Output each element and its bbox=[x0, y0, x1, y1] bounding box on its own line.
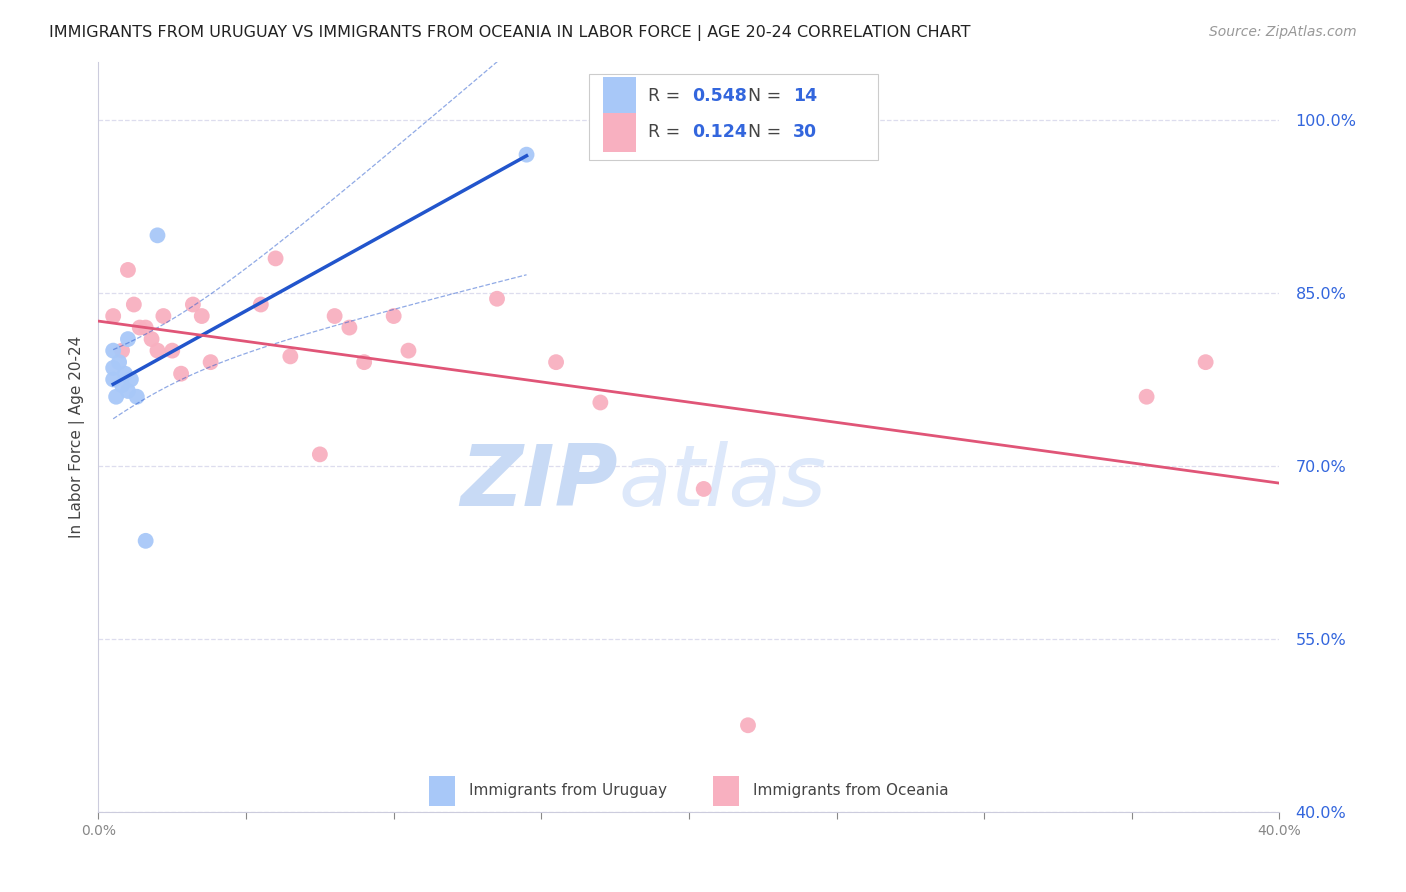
Point bbox=[135, 320, 157, 334]
Text: atlas: atlas bbox=[619, 441, 827, 524]
Text: Immigrants from Oceania: Immigrants from Oceania bbox=[752, 783, 948, 798]
Point bbox=[516, 147, 538, 161]
Point bbox=[103, 360, 125, 375]
Point bbox=[264, 252, 287, 266]
Point bbox=[250, 297, 273, 311]
Bar bbox=[603, 77, 636, 116]
Point bbox=[398, 343, 420, 358]
Text: 14: 14 bbox=[793, 87, 817, 105]
Y-axis label: In Labor Force | Age 20-24: In Labor Force | Age 20-24 bbox=[69, 336, 84, 538]
Point bbox=[103, 309, 125, 323]
Text: Immigrants from Uruguay: Immigrants from Uruguay bbox=[470, 783, 668, 798]
Bar bbox=[713, 776, 738, 805]
Point bbox=[693, 482, 716, 496]
Point bbox=[103, 372, 125, 386]
Point bbox=[120, 372, 142, 386]
Point bbox=[146, 228, 169, 243]
Point bbox=[191, 309, 214, 323]
Point bbox=[382, 309, 405, 323]
Point bbox=[152, 309, 174, 323]
Point bbox=[108, 355, 131, 369]
Text: 0.548: 0.548 bbox=[693, 87, 748, 105]
Bar bbox=[429, 776, 456, 805]
Point bbox=[122, 297, 145, 311]
FancyBboxPatch shape bbox=[589, 74, 877, 160]
Point bbox=[117, 384, 139, 398]
Text: R =: R = bbox=[648, 123, 685, 141]
Text: IMMIGRANTS FROM URUGUAY VS IMMIGRANTS FROM OCEANIA IN LABOR FORCE | AGE 20-24 CO: IMMIGRANTS FROM URUGUAY VS IMMIGRANTS FR… bbox=[49, 25, 970, 41]
Point bbox=[146, 343, 169, 358]
Point bbox=[111, 378, 134, 392]
Point bbox=[128, 320, 150, 334]
Text: 0.124: 0.124 bbox=[693, 123, 748, 141]
Text: R =: R = bbox=[648, 87, 685, 105]
Point bbox=[141, 332, 163, 346]
Text: 30: 30 bbox=[793, 123, 817, 141]
Bar bbox=[603, 112, 636, 152]
Point bbox=[280, 350, 302, 364]
Point bbox=[737, 718, 759, 732]
Point bbox=[111, 343, 134, 358]
Point bbox=[339, 320, 361, 334]
Point bbox=[200, 355, 222, 369]
Text: N =: N = bbox=[748, 123, 787, 141]
Point bbox=[117, 332, 139, 346]
Point bbox=[117, 263, 139, 277]
Point bbox=[1195, 355, 1218, 369]
Text: N =: N = bbox=[748, 87, 787, 105]
Point bbox=[135, 533, 157, 548]
Text: ZIP: ZIP bbox=[460, 441, 619, 524]
Point bbox=[1136, 390, 1159, 404]
Point bbox=[309, 447, 332, 461]
Point bbox=[114, 367, 136, 381]
Point bbox=[162, 343, 183, 358]
Point bbox=[323, 309, 346, 323]
Point bbox=[546, 355, 568, 369]
Point bbox=[353, 355, 375, 369]
Point bbox=[105, 390, 128, 404]
Point bbox=[103, 343, 125, 358]
Point bbox=[589, 395, 612, 409]
Point bbox=[486, 292, 509, 306]
Text: Source: ZipAtlas.com: Source: ZipAtlas.com bbox=[1209, 25, 1357, 39]
Point bbox=[181, 297, 204, 311]
Point bbox=[125, 390, 148, 404]
Point bbox=[170, 367, 193, 381]
